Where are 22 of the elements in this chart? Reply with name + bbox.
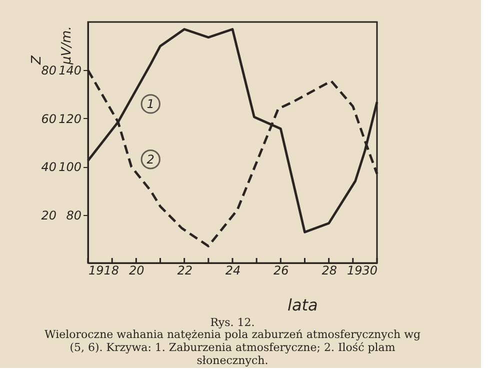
x-axis-title: lata: [288, 296, 318, 314]
x-tick-label: 24: [225, 264, 241, 278]
y-tick-label: 140: [58, 64, 82, 78]
x-tick-label: 22: [177, 264, 192, 278]
text: Rys. 12.: [210, 316, 255, 329]
y2-axis-title: Z: [30, 54, 44, 66]
y-tick-label: 100: [58, 160, 82, 174]
y2-tick-label: 20: [41, 208, 57, 222]
x-tick-label: 28: [322, 264, 338, 278]
y-tick-label: 120: [58, 112, 82, 126]
y2-tick-label: 40: [41, 160, 57, 174]
x-tick-label: 1930: [346, 264, 378, 278]
annotation: 1: [146, 96, 154, 111]
y-tick-label: 80: [66, 208, 82, 222]
x-tick-label: 20: [129, 264, 145, 278]
x-tick-label: 1918: [88, 264, 120, 278]
x-tick-label: 26: [274, 264, 290, 278]
text: Wieloroczne wahania natężenia pola zaburzeń atmosferycznych wg (5, 6). Krzywa: 1. Zaburzenia atmosferyczne; 2. Ilość plam słonecznych.: [44, 328, 421, 367]
y2-tick-label: 60: [41, 112, 57, 126]
y2-tick-label: 80: [41, 64, 57, 78]
y-axis-title: μV/m.: [60, 26, 74, 66]
annotation: 2: [146, 152, 154, 166]
